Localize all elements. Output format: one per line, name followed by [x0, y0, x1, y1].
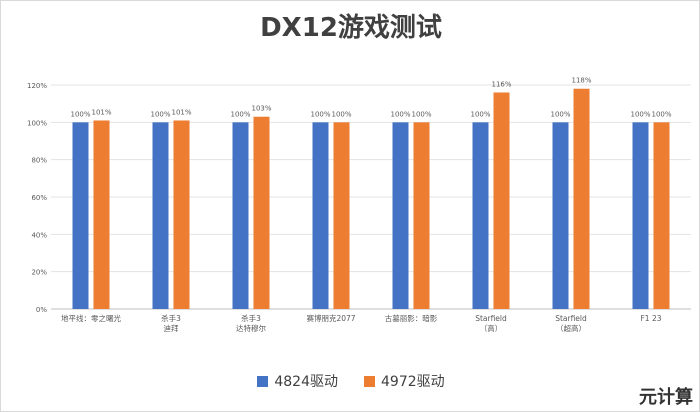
bar	[653, 122, 670, 309]
y-tick-label: 40%	[31, 231, 47, 239]
x-tick-label: Starfield	[475, 314, 507, 323]
bar	[312, 122, 329, 309]
x-tick-label: 古墓丽影：暗影	[385, 313, 438, 323]
data-label: 118%	[571, 77, 591, 85]
x-tick-label: 迪拜	[164, 323, 179, 333]
x-tick-label: 地平线：零之曙光	[61, 313, 121, 323]
x-tick-label: （高）	[480, 323, 503, 333]
data-label: 101%	[171, 108, 191, 116]
data-label: 100%	[411, 110, 431, 118]
bar	[152, 122, 169, 309]
data-label: 100%	[470, 110, 490, 118]
data-label: 100%	[651, 110, 671, 118]
bar	[632, 122, 649, 309]
data-label: 103%	[251, 105, 271, 113]
legend: 4824驱动 4972驱动	[1, 371, 699, 391]
data-label: 100%	[550, 110, 570, 118]
x-tick-label: 达特穆尔	[236, 323, 266, 333]
legend-label: 4972驱动	[381, 374, 445, 390]
y-tick-label: 120%	[27, 82, 47, 90]
bar	[93, 120, 110, 309]
legend-swatch	[257, 375, 269, 387]
bar	[333, 122, 350, 309]
y-tick-label: 80%	[31, 157, 47, 165]
y-tick-label: 20%	[31, 269, 47, 277]
x-tick-label: 赛博朋克2077	[306, 313, 355, 323]
bar	[552, 122, 569, 309]
legend-item-1: 4972驱动	[364, 371, 445, 391]
x-tick-label: 杀手3	[161, 313, 181, 323]
data-label: 100%	[70, 110, 90, 118]
bar	[173, 120, 190, 309]
bar	[392, 122, 409, 309]
bar	[413, 122, 430, 309]
data-label: 100%	[390, 110, 410, 118]
data-label: 100%	[230, 110, 250, 118]
y-tick-label: 60%	[31, 194, 47, 202]
data-label: 100%	[310, 110, 330, 118]
x-tick-label: Starfield	[555, 314, 587, 323]
data-label: 116%	[491, 80, 511, 88]
x-tick-label: F1 23	[640, 314, 661, 323]
legend-swatch	[364, 375, 375, 387]
legend-item-0: 4824驱动	[257, 371, 338, 391]
bar	[72, 122, 89, 309]
x-tick-label: （超高）	[556, 323, 586, 333]
bar	[232, 122, 249, 309]
y-tick-label: 0%	[36, 306, 47, 314]
chart-title: DX12游戏测试	[260, 13, 442, 43]
y-tick-label: 100%	[27, 119, 47, 127]
bar	[253, 116, 270, 309]
bar	[493, 92, 510, 309]
bar	[472, 122, 489, 309]
data-label: 101%	[91, 108, 111, 116]
x-tick-label: 杀手3	[241, 313, 261, 323]
data-label: 100%	[331, 110, 351, 118]
legend-label: 4824驱动	[274, 374, 338, 390]
data-label: 100%	[630, 110, 650, 118]
data-label: 100%	[150, 110, 170, 118]
bar	[573, 88, 590, 309]
watermark: 元计算	[639, 387, 693, 408]
